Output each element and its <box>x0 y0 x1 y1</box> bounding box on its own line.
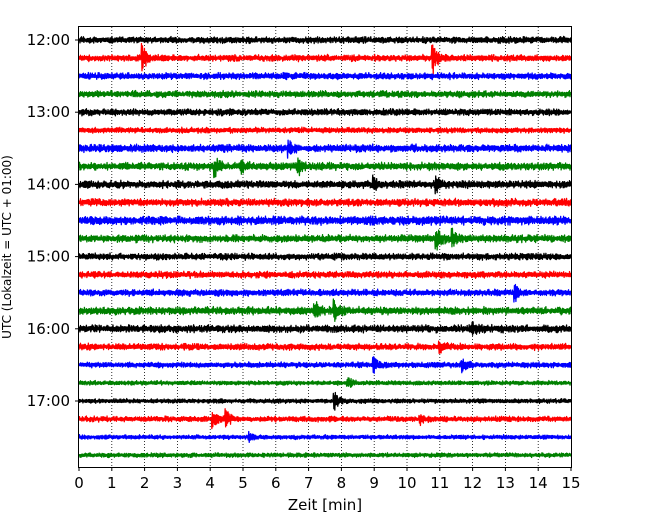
grid-lines <box>111 27 539 467</box>
x-tick-label: 4 <box>205 474 215 492</box>
x-tick-label: 7 <box>304 474 314 492</box>
y-tick-label: 16:00 <box>27 320 70 338</box>
y-axis: 12:00 13:00 14:00 15:00 16:00 17:00 <box>27 31 79 410</box>
x-tick-label: 2 <box>140 474 150 492</box>
y-tick-label: 13:00 <box>27 103 70 121</box>
x-tick-label: 11 <box>430 474 449 492</box>
x-tick-label: 15 <box>561 474 580 492</box>
trace-line <box>78 89 572 99</box>
y-tick-label: 17:00 <box>27 392 70 410</box>
x-tick-label: 1 <box>107 474 117 492</box>
y-axis-label: UTC (Lokalzeit = UTC + 01:00) <box>0 155 14 339</box>
x-tick-label: 6 <box>271 474 281 492</box>
x-tick-label: 12 <box>463 474 482 492</box>
trace-line <box>78 215 572 227</box>
x-tick-label: 14 <box>529 474 548 492</box>
x-tick-label: 13 <box>496 474 515 492</box>
trace-line <box>78 107 572 117</box>
x-tick-label: 10 <box>397 474 416 492</box>
plot-frame <box>78 26 572 468</box>
x-tick-label: 5 <box>238 474 248 492</box>
trace-line <box>78 298 572 322</box>
seismic-traces <box>78 35 572 459</box>
trace-line <box>78 430 572 444</box>
trace-line <box>78 356 572 374</box>
x-tick-label: 9 <box>369 474 379 492</box>
trace-line <box>78 452 572 459</box>
trace-line <box>78 157 572 179</box>
trace-line <box>78 377 572 388</box>
trace-line <box>78 283 572 303</box>
trace-line <box>78 126 572 134</box>
trace-line <box>78 227 572 251</box>
trace-line <box>78 139 572 159</box>
trace-line <box>78 408 572 430</box>
x-tick-label: 8 <box>337 474 347 492</box>
trace-line <box>78 42 572 75</box>
trace-line <box>78 174 572 195</box>
trace-line <box>78 321 572 336</box>
trace-line <box>78 71 572 81</box>
trace-line <box>78 270 572 280</box>
x-tick-label: 3 <box>173 474 183 492</box>
trace-line <box>78 197 572 208</box>
trace-line <box>78 391 572 411</box>
x-axis: 0 1 2 3 4 5 6 7 8 9 10 11 12 13 14 15 <box>74 467 581 492</box>
y-tick-label: 15:00 <box>27 248 70 266</box>
y-tick-label: 12:00 <box>27 31 70 49</box>
y-tick-label: 14:00 <box>27 175 70 193</box>
x-tick-label: 0 <box>74 474 84 492</box>
trace-line <box>78 340 572 355</box>
trace-line <box>78 35 572 45</box>
trace-line <box>78 252 572 261</box>
x-axis-label: Zeit [min] <box>288 496 362 514</box>
